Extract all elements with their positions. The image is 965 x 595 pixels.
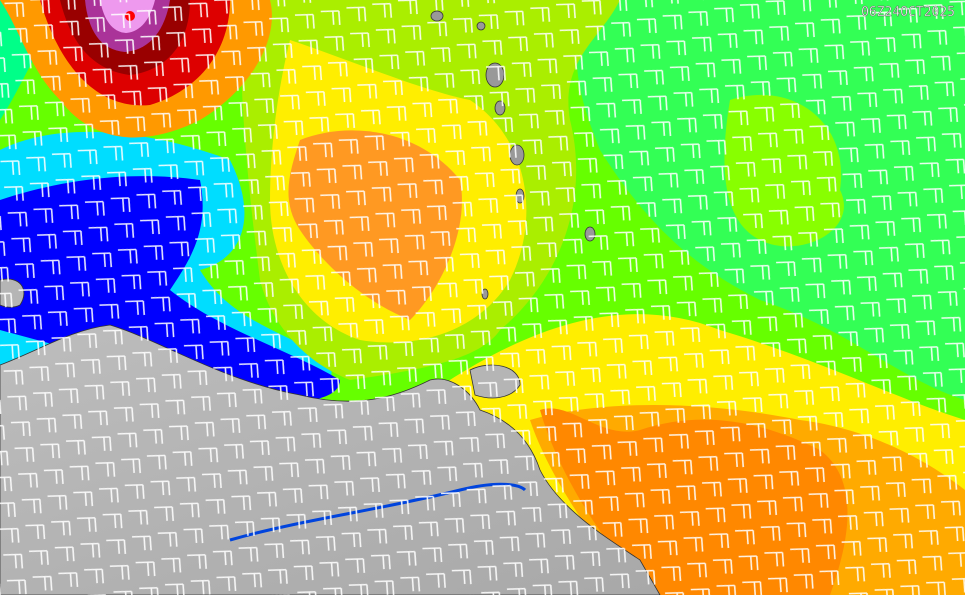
timestamp: 06Z24OCT2025 bbox=[861, 5, 955, 20]
